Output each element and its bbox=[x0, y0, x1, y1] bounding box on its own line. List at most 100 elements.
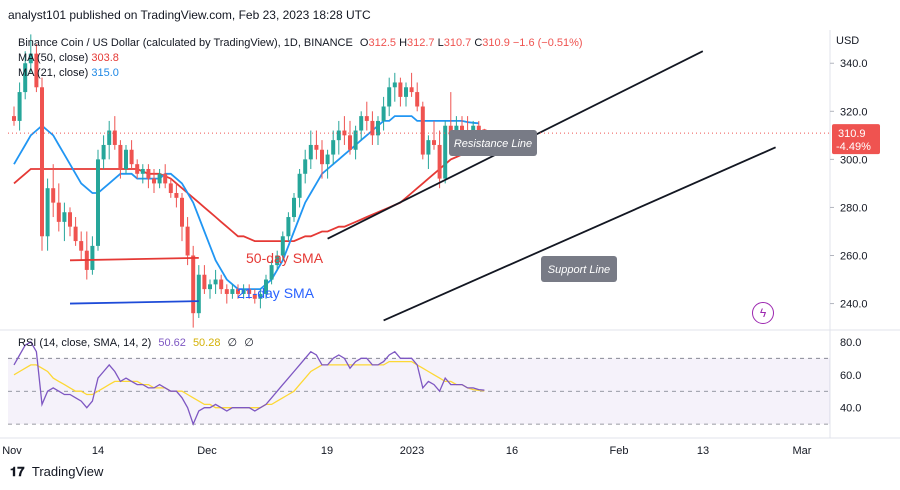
candle-body bbox=[336, 130, 341, 141]
time-tick-label: Nov bbox=[2, 445, 22, 457]
candle-body bbox=[56, 202, 61, 222]
rsi-tick-label: 60.0 bbox=[840, 370, 861, 382]
ma21-path bbox=[13, 115, 479, 291]
candle-body bbox=[45, 188, 50, 237]
candle-body bbox=[426, 140, 431, 155]
candle-body bbox=[280, 236, 285, 256]
candle-body bbox=[17, 92, 22, 121]
ohlc-h-label: H bbox=[399, 37, 408, 49]
price-tick-label: 320.0 bbox=[840, 106, 868, 118]
time-tick-label: 19 bbox=[321, 445, 333, 457]
rsi-lines bbox=[13, 341, 485, 426]
trend-lines bbox=[69, 50, 776, 322]
ma21-label: MA (21, close) bbox=[18, 67, 89, 79]
rsi-value: 50.62 bbox=[158, 337, 186, 349]
footer-brand: TradingView bbox=[31, 464, 104, 479]
candle-body bbox=[180, 197, 184, 227]
rsi-sma-value: 50.28 bbox=[192, 337, 221, 349]
ohlc-c-label: C bbox=[474, 37, 483, 49]
candle-body bbox=[196, 274, 201, 314]
symbol-label: Binance Coin / US Dollar (calculated by … bbox=[18, 37, 353, 49]
price-tick-label: 260.0 bbox=[840, 251, 868, 263]
ma50-label: MA (50, close) bbox=[18, 52, 89, 64]
lightning-icon[interactable]: ϟ bbox=[752, 302, 774, 324]
candle-body bbox=[208, 284, 212, 290]
candle-body bbox=[359, 116, 364, 131]
sma50-marker-line bbox=[69, 257, 199, 262]
candle-body bbox=[392, 82, 397, 88]
candle-body bbox=[185, 226, 190, 256]
candle-body bbox=[275, 255, 280, 266]
candle-body bbox=[140, 168, 145, 174]
candle-body bbox=[51, 188, 56, 203]
rsi-label: RSI (14, close, SMA, 14, 2) bbox=[18, 337, 152, 349]
candle-body bbox=[320, 149, 324, 165]
candle-body bbox=[404, 87, 408, 97]
candle-body bbox=[432, 140, 436, 145]
ohlc-high: 312.7 bbox=[407, 37, 435, 49]
candle-body bbox=[62, 212, 67, 222]
ohlc-l-label: L bbox=[437, 37, 444, 49]
time-tick-label: Mar bbox=[793, 445, 812, 457]
candle-body bbox=[308, 144, 313, 160]
candle-body bbox=[443, 125, 448, 179]
ma21-row: MA (21, close) 315.0 bbox=[18, 66, 583, 81]
candle-body bbox=[325, 154, 330, 165]
ohlc-low: 310.7 bbox=[443, 37, 472, 49]
candle-body bbox=[381, 106, 386, 121]
price-chart[interactable]: 240.0260.0280.0300.0320.0340.0USD310.9-4… bbox=[0, 30, 900, 460]
support-line bbox=[383, 146, 776, 322]
publisher-line: analyst101 published on TradingView.com,… bbox=[8, 8, 371, 22]
ohlc-change: −1.6 (−0.51%) bbox=[512, 37, 583, 49]
candle-body bbox=[213, 279, 218, 285]
candle-body bbox=[152, 178, 156, 184]
candle-body bbox=[112, 130, 117, 145]
sma21-annotation: 21-day SMA bbox=[237, 285, 315, 301]
price-tick-label: 280.0 bbox=[840, 202, 868, 214]
tradingview-logo-icon: 𝟏𝟕 bbox=[10, 464, 25, 479]
resistance-callout-box bbox=[449, 130, 537, 156]
candle-body bbox=[230, 289, 235, 294]
candle-body bbox=[292, 197, 296, 218]
candle-body bbox=[398, 82, 403, 97]
candle-body bbox=[191, 255, 196, 314]
publisher-bar: analyst101 published on TradingView.com,… bbox=[0, 0, 900, 30]
candle-body bbox=[129, 149, 134, 165]
annotations: Resistance Line Support Line 50-day SMA 21-… bbox=[237, 130, 617, 301]
candle-body bbox=[157, 173, 162, 184]
resistance-callout-label: Resistance Line bbox=[454, 138, 532, 150]
time-tick-label: 2023 bbox=[400, 445, 424, 457]
candle-body bbox=[303, 159, 308, 174]
candle-body bbox=[247, 289, 252, 294]
candle-body bbox=[331, 140, 336, 155]
candle-body bbox=[264, 279, 268, 294]
time-tick-label: Feb bbox=[610, 445, 629, 457]
candle-body bbox=[163, 173, 168, 184]
current-price-tag bbox=[832, 124, 880, 155]
sma21-marker-line bbox=[69, 300, 199, 305]
candle-body bbox=[376, 120, 380, 136]
candle-body bbox=[68, 212, 72, 227]
chart-frame[interactable]: 240.0 260.0 280.0 300.0 320.0 340.0 USD 310.9 -4… bbox=[0, 30, 900, 460]
current-price-label: 310.9 bbox=[838, 128, 866, 140]
candle-body bbox=[90, 245, 95, 270]
candle-body bbox=[96, 159, 100, 246]
candle-body bbox=[353, 130, 358, 150]
ma50-line bbox=[13, 149, 479, 243]
time-tick-label: 16 bbox=[506, 445, 518, 457]
candle-body bbox=[23, 63, 28, 93]
time-tick-label: 14 bbox=[92, 445, 104, 457]
ohlc-close: 310.9 bbox=[482, 37, 510, 49]
currency-label: USD bbox=[836, 35, 859, 47]
candle-body bbox=[364, 116, 369, 121]
candle-body bbox=[258, 293, 263, 299]
candle-body bbox=[348, 135, 352, 150]
candle-body bbox=[269, 265, 274, 280]
candle-body bbox=[146, 168, 151, 179]
ma21-value: 315.0 bbox=[91, 67, 119, 79]
candle-body bbox=[124, 149, 128, 169]
candle-body bbox=[460, 125, 464, 131]
candle-body bbox=[101, 144, 106, 160]
candle-body bbox=[415, 92, 420, 107]
candle-body bbox=[286, 217, 291, 237]
